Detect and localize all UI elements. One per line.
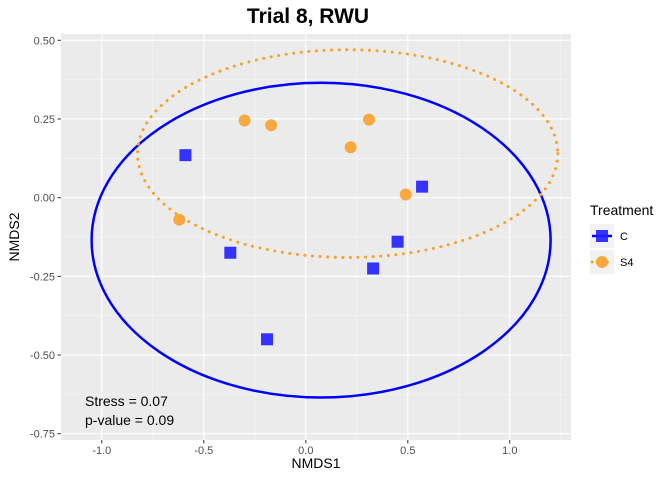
legend-title: Treatment (590, 202, 653, 218)
legend-item-s4: S4 (590, 250, 633, 274)
point-c (179, 149, 192, 162)
ticks-layer: -1.0 -0.5 0.0 0.5 1.0 0.50 0.25 0.00 -0.25 -0.50 -… (30, 35, 518, 457)
legend-label: C (620, 231, 628, 243)
y-axis-title: NMDS2 (6, 212, 22, 261)
chart-title: Trial 8, RWU (247, 5, 369, 28)
y-tick-label: 0.50 (34, 35, 55, 47)
x-tick-label: 1.0 (502, 445, 517, 457)
y-tick-label: 0.25 (34, 114, 55, 126)
legend-item-c: C (590, 224, 628, 248)
point-s4 (344, 141, 357, 154)
point-c (261, 333, 274, 346)
point-s4 (173, 213, 186, 226)
point-s4 (399, 188, 412, 201)
pvalue-annotation: p-value = 0.09 (85, 412, 174, 428)
legend-label: S4 (620, 257, 633, 269)
x-tick-label: 0.5 (400, 445, 415, 457)
ellipse-layer (90, 48, 560, 399)
legend-square-marker (596, 230, 608, 242)
y-tick-label: -0.50 (30, 350, 55, 362)
x-tick-label: 0.0 (298, 445, 313, 457)
point-s4 (363, 113, 376, 126)
legend-items: C S4 (590, 224, 633, 274)
points-layer (173, 113, 429, 346)
y-tick-label: -0.75 (30, 429, 55, 441)
x-tick-label: -0.5 (194, 445, 213, 457)
point-c (416, 180, 429, 193)
legend: Treatment C S4 (590, 202, 653, 274)
ellipse-c (90, 81, 552, 399)
point-c (367, 262, 380, 275)
y-tick-label: 0.00 (34, 193, 55, 205)
x-axis-title: NMDS1 (291, 455, 340, 471)
y-tick-label: -0.25 (30, 271, 55, 283)
ellipse-s4 (136, 48, 560, 259)
point-c (224, 246, 237, 259)
point-c (391, 235, 404, 248)
point-s4 (238, 114, 251, 127)
stress-annotation: Stress = 0.07 (85, 393, 168, 409)
grid-layer (61, 34, 571, 440)
legend-circle-marker (596, 256, 608, 268)
point-s4 (265, 119, 278, 132)
x-tick-label: -1.0 (92, 445, 111, 457)
